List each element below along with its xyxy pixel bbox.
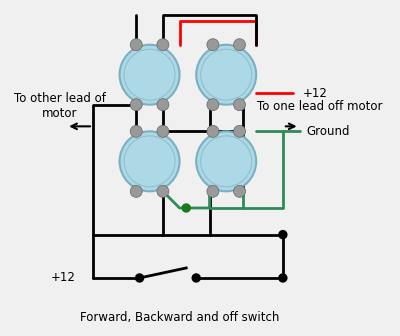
Circle shape xyxy=(234,39,246,51)
Circle shape xyxy=(136,274,144,282)
Circle shape xyxy=(130,99,142,111)
Circle shape xyxy=(196,131,256,191)
Circle shape xyxy=(130,125,142,137)
Circle shape xyxy=(130,39,142,51)
Circle shape xyxy=(182,204,190,212)
Circle shape xyxy=(157,185,169,197)
Circle shape xyxy=(234,185,246,197)
Text: +12: +12 xyxy=(303,87,328,99)
Circle shape xyxy=(120,45,180,105)
Text: Forward, Backward and off switch: Forward, Backward and off switch xyxy=(80,311,279,325)
Circle shape xyxy=(207,125,219,137)
Circle shape xyxy=(130,185,142,197)
Circle shape xyxy=(120,131,180,191)
Circle shape xyxy=(196,45,256,105)
Circle shape xyxy=(157,99,169,111)
Circle shape xyxy=(279,274,287,282)
Circle shape xyxy=(192,274,200,282)
Circle shape xyxy=(207,99,219,111)
Circle shape xyxy=(207,185,219,197)
Circle shape xyxy=(234,99,246,111)
Circle shape xyxy=(279,230,287,239)
Circle shape xyxy=(157,125,169,137)
Text: To one lead off motor: To one lead off motor xyxy=(257,100,382,113)
Circle shape xyxy=(207,39,219,51)
Circle shape xyxy=(234,125,246,137)
Text: To other lead of
motor: To other lead of motor xyxy=(14,92,106,120)
Text: Ground: Ground xyxy=(306,125,350,138)
Circle shape xyxy=(157,39,169,51)
Text: +12: +12 xyxy=(50,271,75,285)
